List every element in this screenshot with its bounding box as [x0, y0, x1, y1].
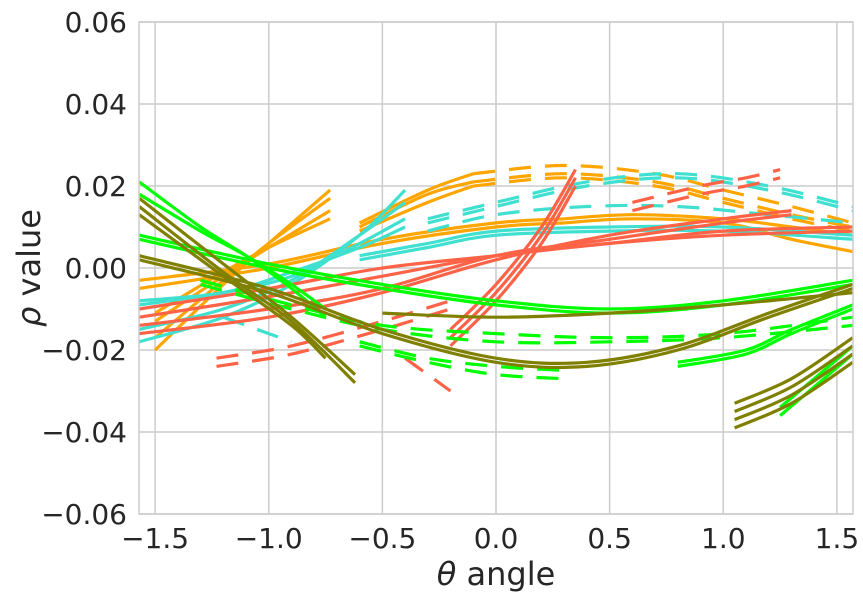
series-line-54 — [733, 336, 853, 405]
series-line-31 — [216, 299, 451, 360]
plot-area — [139, 163, 853, 430]
y-axis-label: ρ value — [10, 209, 48, 327]
series-line-41 — [200, 282, 853, 345]
series-line-28 — [449, 168, 577, 331]
y-tick-label: −0.04 — [41, 416, 127, 449]
x-tick-label: −1.5 — [121, 522, 189, 555]
x-tick-label: 1.0 — [701, 522, 746, 555]
y-tick-label: 0.02 — [65, 170, 127, 203]
x-tick-label: −0.5 — [348, 522, 416, 555]
y-tick-label: 0.00 — [65, 252, 127, 285]
series-line-45 — [677, 307, 853, 368]
y-tick-label: −0.02 — [41, 334, 127, 367]
series-line-49 — [139, 205, 357, 384]
series-line-8 — [358, 172, 474, 225]
series-line-13 — [473, 176, 853, 233]
y-tick-label: 0.06 — [65, 6, 127, 39]
series-line-24 — [139, 209, 792, 336]
series-line-32 — [216, 307, 451, 368]
series-line-51 — [139, 254, 853, 365]
series-line-37 — [139, 192, 327, 311]
series-line-57 — [733, 360, 853, 430]
series-line-38 — [139, 233, 853, 311]
x-tick-label: −1.0 — [235, 522, 303, 555]
y-tick-label: 0.04 — [65, 88, 127, 121]
x-tick-label: 0.5 — [587, 522, 632, 555]
series-line-52 — [139, 258, 853, 370]
series-line-34 — [632, 176, 781, 213]
series-line-35 — [404, 356, 452, 393]
series-line-44 — [677, 303, 853, 364]
series-line-56 — [733, 352, 853, 422]
plot-frame — [138, 21, 854, 515]
series-line-12 — [473, 172, 853, 229]
series-line-53 — [382, 291, 853, 319]
series-line-11 — [473, 163, 853, 225]
x-axis-label: θ angle — [437, 555, 556, 593]
series-line-40 — [200, 278, 853, 340]
y-tick-labels: 0.06 0.04 0.02 0.00 −0.02 −0.04 −0.06 — [41, 6, 127, 531]
y-tick-label: −0.06 — [41, 498, 127, 531]
series-line-50 — [139, 213, 327, 360]
series-line-55 — [733, 344, 853, 413]
series-line-29 — [449, 176, 577, 339]
x-tick-labels: −1.5 −1.0 −0.5 0.0 0.5 1.0 1.5 — [121, 522, 859, 555]
x-tick-label: 0.0 — [474, 522, 519, 555]
x-tick-label: 1.5 — [815, 522, 860, 555]
series-line-33 — [632, 168, 781, 204]
series-line-30 — [449, 185, 577, 348]
